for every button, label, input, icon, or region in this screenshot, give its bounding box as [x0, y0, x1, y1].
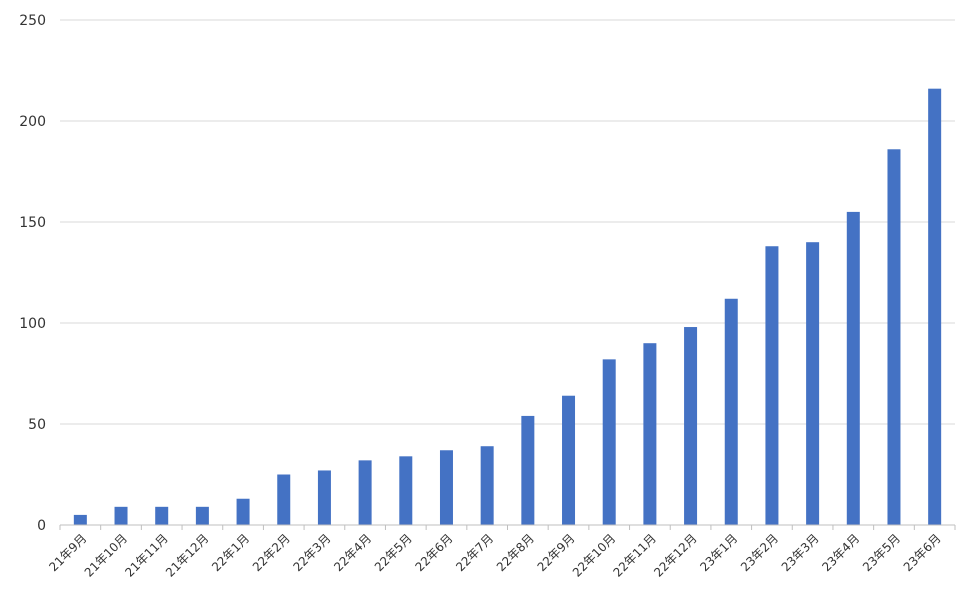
y-tick-label: 150 — [19, 215, 46, 231]
y-tick-label: 0 — [37, 518, 46, 534]
x-tick-label: 22年6月 — [413, 531, 456, 574]
bar — [887, 149, 901, 525]
x-tick-label: 23年4月 — [819, 531, 862, 574]
bar — [521, 415, 535, 525]
bar — [724, 298, 738, 525]
x-tick-label: 21年12月 — [163, 531, 211, 579]
bar — [643, 343, 657, 525]
x-tick-label: 22年11月 — [611, 531, 659, 579]
bar — [317, 470, 331, 525]
y-tick-label: 250 — [19, 13, 46, 29]
x-tick-label: 23年3月 — [779, 531, 822, 574]
bar — [928, 88, 942, 526]
x-tick-label: 22年4月 — [331, 531, 374, 574]
x-tick-label: 22年8月 — [494, 531, 537, 574]
x-tick-label: 23年5月 — [860, 531, 903, 574]
x-tick-label: 23年1月 — [697, 531, 740, 574]
x-tick-label: 22年3月 — [290, 531, 333, 574]
x-tick-label: 21年10月 — [82, 531, 130, 579]
y-tick-label: 100 — [19, 316, 46, 332]
y-axis-tick-labels: 0 50 100 150 200 250 — [19, 13, 46, 534]
bar — [765, 246, 779, 526]
y-tick-label: 50 — [28, 417, 46, 433]
bar — [195, 506, 209, 525]
bar — [399, 456, 413, 525]
x-tick-label: 23年2月 — [738, 531, 781, 574]
bar — [277, 474, 291, 525]
bar — [73, 514, 87, 525]
bar — [562, 395, 576, 525]
x-tick-label: 21年11月 — [122, 531, 170, 579]
bar — [846, 211, 860, 525]
bar — [155, 506, 169, 525]
bars — [73, 88, 942, 526]
x-tick-label: 22年1月 — [209, 531, 252, 574]
bar — [439, 450, 453, 525]
y-tick-label: 200 — [19, 114, 46, 130]
bar — [602, 359, 616, 525]
bar — [236, 498, 250, 525]
x-tick-label: 22年7月 — [453, 531, 496, 574]
bar — [358, 460, 372, 525]
x-tick-label: 22年5月 — [372, 531, 415, 574]
bar — [806, 242, 820, 525]
x-tick-label: 23年6月 — [901, 531, 944, 574]
gridlines — [60, 19, 955, 425]
bar — [114, 506, 128, 525]
bar — [480, 446, 494, 525]
x-axis-tick-labels: 21年9月21年10月21年11月21年12月22年1月22年2月22年3月22… — [46, 531, 943, 579]
x-tick-label: 22年12月 — [651, 531, 699, 579]
bar — [684, 327, 698, 525]
x-axis — [59, 524, 956, 530]
x-tick-label: 22年2月 — [250, 531, 293, 574]
x-tick-label: 22年10月 — [570, 531, 618, 579]
